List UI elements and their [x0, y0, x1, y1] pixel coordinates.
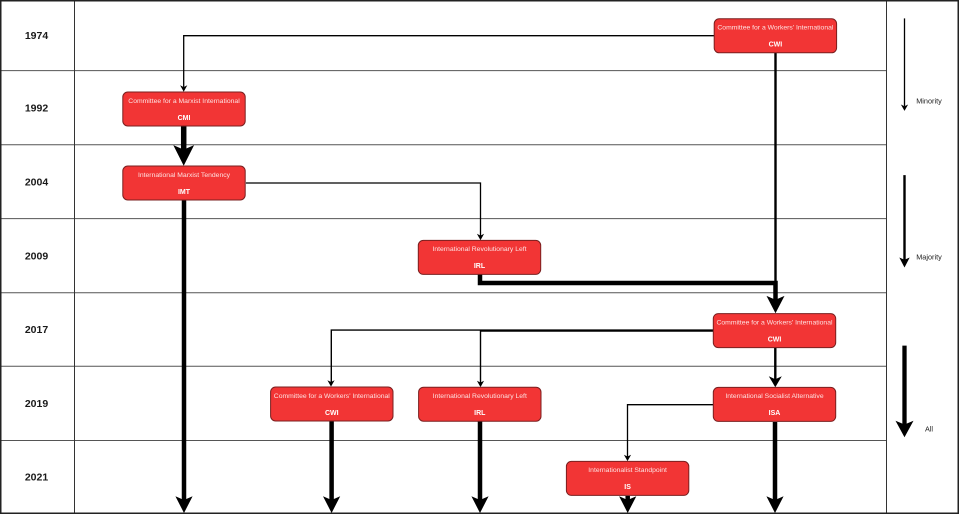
- svg-text:2021: 2021: [25, 472, 49, 484]
- svg-text:IMT: IMT: [178, 189, 191, 196]
- svg-text:International Marxist Tendency: International Marxist Tendency: [138, 172, 231, 179]
- svg-text:IRL: IRL: [474, 410, 486, 417]
- svg-text:Majority: Majority: [916, 252, 942, 261]
- svg-text:International Socialist Altern: International Socialist Alternative: [725, 393, 823, 400]
- svg-text:All: All: [925, 424, 933, 433]
- svg-text:2019: 2019: [25, 398, 49, 410]
- svg-text:ISA: ISA: [769, 410, 781, 417]
- svg-text:Minority: Minority: [916, 96, 942, 105]
- svg-text:Committee for a Workers' Inter: Committee for a Workers' International: [717, 25, 833, 32]
- svg-text:CMI: CMI: [178, 115, 191, 122]
- svg-text:CWI: CWI: [325, 410, 339, 417]
- svg-text:Committee for a Workers' Inter: Committee for a Workers' International: [274, 393, 390, 400]
- svg-text:International Revolutionary Le: International Revolutionary Left: [432, 246, 526, 253]
- svg-text:IRL: IRL: [474, 263, 486, 270]
- svg-text:Internationalist Standpoint: Internationalist Standpoint: [588, 467, 667, 474]
- svg-text:IS: IS: [624, 484, 631, 491]
- svg-text:Committee for a Marxist Intern: Committee for a Marxist International: [128, 98, 240, 105]
- svg-text:CWI: CWI: [768, 336, 782, 343]
- svg-text:Committee for a Workers' Inter: Committee for a Workers' International: [716, 319, 832, 326]
- svg-text:1974: 1974: [25, 30, 49, 42]
- svg-text:International Revolutionary Le: International Revolutionary Left: [433, 393, 527, 400]
- svg-text:2004: 2004: [25, 176, 49, 188]
- svg-text:2017: 2017: [25, 324, 49, 336]
- svg-text:CWI: CWI: [769, 42, 783, 49]
- svg-text:1992: 1992: [25, 102, 49, 114]
- svg-text:2009: 2009: [25, 250, 49, 262]
